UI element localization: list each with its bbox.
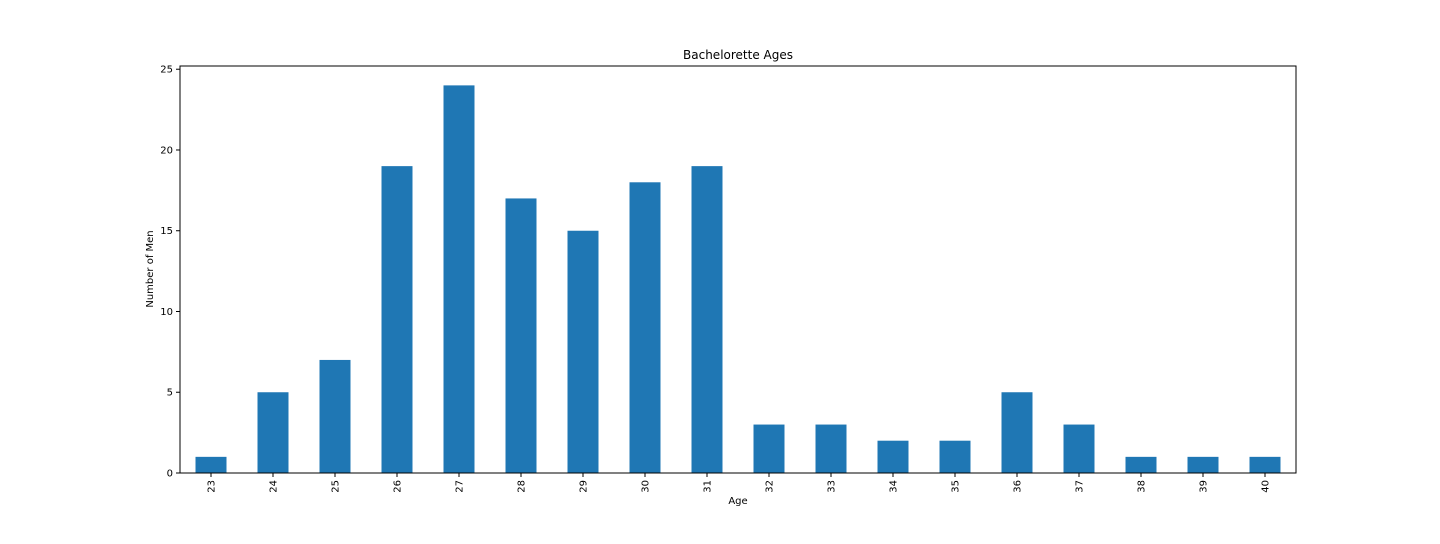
bar-27: [443, 85, 475, 473]
bar-36: [1001, 392, 1033, 473]
y-tick-label: 20: [160, 145, 173, 156]
x-tick-label: 23: [207, 480, 218, 493]
bar-31: [691, 166, 723, 473]
bar-35: [939, 440, 971, 473]
x-tick-label: 31: [703, 480, 714, 493]
x-tick-label: 39: [1199, 480, 1210, 493]
bar-25: [319, 359, 351, 473]
bar-24: [257, 392, 289, 473]
bar-33: [815, 424, 847, 473]
bar-28: [505, 198, 537, 473]
bar-37: [1063, 424, 1095, 473]
x-tick-label: 30: [641, 480, 652, 493]
x-tick-label: 32: [765, 480, 776, 493]
bars-layer: [195, 85, 1281, 474]
x-tick-label: 26: [393, 480, 404, 493]
x-tick-label: 27: [455, 480, 466, 493]
x-axis-label: Age: [728, 496, 747, 507]
x-tick-label: 33: [827, 480, 838, 493]
x-tick-label: 38: [1137, 480, 1148, 493]
bar-40: [1249, 456, 1281, 473]
x-tick-label: 29: [579, 480, 590, 493]
y-tick-label: 0: [167, 469, 173, 480]
x-tick-label: 34: [889, 480, 900, 493]
bar-39: [1187, 456, 1219, 473]
x-tick-label: 24: [269, 480, 280, 493]
bar-26: [381, 166, 413, 473]
bar-34: [877, 440, 909, 473]
bar-30: [629, 182, 661, 474]
bar-38: [1125, 456, 1157, 473]
x-tick-label: 36: [1013, 480, 1024, 493]
chart-title: Bachelorette Ages: [683, 48, 793, 62]
x-tick-label: 28: [517, 480, 528, 493]
x-tick-label: 25: [331, 480, 342, 493]
y-tick-label: 25: [160, 65, 173, 76]
bar-29: [567, 230, 599, 473]
plot-frame: [179, 65, 1297, 474]
y-tick-label: 5: [167, 388, 173, 399]
bar-23: [195, 456, 227, 473]
axes-layer: 0 5 10 15 20 25 23 24 25 26 27 28 29 30 31 32 33 34 35 36 37…: [160, 65, 1297, 493]
x-tick-label: 40: [1261, 480, 1272, 493]
y-axis-label: Number of Men: [145, 230, 156, 307]
y-tick-label: 10: [160, 307, 173, 318]
x-tick-label: 37: [1075, 480, 1086, 493]
bar-32: [753, 424, 785, 473]
y-tick-label: 15: [160, 226, 173, 237]
x-tick-label: 35: [951, 480, 962, 493]
